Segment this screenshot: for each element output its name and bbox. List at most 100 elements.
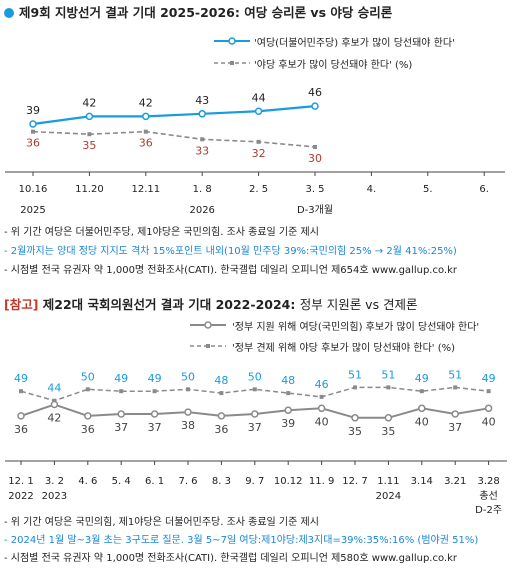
chart1-point-ruling — [85, 112, 94, 121]
chart2-point-government — [150, 410, 159, 418]
chart2-point-opposition — [119, 389, 124, 394]
chart2-note-0: - 위 기간 여당은 국민의힘, 제1야당은 더불어민주당. 조사 종료일 기준… — [4, 517, 319, 528]
chart2-data-label-government: 37 — [248, 421, 262, 434]
chart2-point-opposition — [386, 385, 391, 390]
chart2-point-opposition — [486, 389, 491, 394]
chart2-data-label-opposition: 49 — [14, 372, 28, 385]
chart2-data-label-opposition: 49 — [148, 372, 162, 385]
chart2-data-label-government: 37 — [148, 421, 162, 434]
chart2-x-tick-label: 12. 7 — [342, 476, 367, 487]
chart2-x-tick-label: 10.12 — [274, 476, 303, 487]
chart2-point-opposition — [453, 385, 458, 390]
chart2-data-label-government: 38 — [181, 419, 195, 432]
chart2-x-tick-label: 12. 1 — [8, 476, 33, 487]
chart2-point-government — [17, 412, 25, 420]
chart1-x-tick-label: 5. — [423, 184, 433, 195]
chart1-plot: 10.16 2025 11.20 12.11 1. 8 2026 2. 5 3. 5 D-3개월… — [5, 86, 505, 216]
chart1-x-tick-label: 10.16 — [19, 184, 48, 195]
chart2-data-label-opposition: 51 — [381, 368, 395, 381]
chart2-legend-line-icon-0 — [190, 321, 226, 329]
chart1-data-label-opposition: 36 — [26, 137, 40, 150]
chart1-data-label-opposition: 30 — [308, 152, 322, 165]
chart1-legend-item-0: '여당(더불어민주당) 후보가 많이 당선돼야 한다' — [254, 38, 455, 49]
chart2-title-sub: 정부 지원론 vs 견제론 — [299, 297, 418, 312]
chart1-x-tick-label: 12.11 — [131, 184, 160, 195]
chart2-data-label-government: 40 — [482, 415, 496, 428]
chart2-data-label-government: 42 — [47, 412, 61, 425]
chart2-data-label-government: 36 — [81, 423, 95, 436]
chart2-data-label-opposition: 49 — [482, 372, 496, 385]
chart2-note-2: - 시점별 전국 유권자 약 1,000명 전화조사(CATI). 한국갤럽 데… — [4, 553, 457, 564]
chart1-x-tick-label: 6. — [479, 184, 489, 195]
chart1-point-opposition — [313, 144, 317, 149]
chart2-x-tick-label: 6. 1 — [145, 476, 164, 487]
bullet-dot-icon — [4, 8, 14, 18]
chart1-data-label-ruling: 42 — [82, 96, 96, 109]
chart2-point-opposition — [219, 391, 224, 396]
chart2-x-sublabel-2: D-2주 — [475, 505, 502, 516]
chart1-legend-line-icon-1 — [214, 61, 250, 65]
chart2-x-tick-label: 5. 4 — [112, 476, 131, 487]
chart1-point-ruling — [198, 110, 206, 118]
chart2-title: [참고] 제22대 국회의원선거 결과 기대 2022-2024: 정부 지원론… — [4, 294, 418, 313]
chart2-title-ref: [참고] — [4, 297, 39, 312]
chart2-data-label-government: 37 — [114, 421, 128, 434]
chart1-series-line-ruling — [32, 105, 316, 126]
chart1-point-ruling — [311, 102, 319, 110]
chart1-point-opposition — [31, 129, 35, 134]
chart2-point-opposition — [85, 387, 90, 392]
chart2-data-label-opposition: 48 — [281, 374, 295, 387]
chart2-point-opposition — [286, 391, 291, 396]
chart2-x-tick-label: 3.28 — [477, 476, 499, 487]
chart2-x-tick-label: 7. 6 — [178, 476, 197, 487]
chart2-x-tick-label: 3.14 — [411, 476, 433, 487]
chart2-point-opposition — [353, 385, 357, 390]
chart1-point-opposition — [256, 139, 261, 144]
chart1-data-label-opposition: 36 — [139, 137, 153, 150]
chart2-point-opposition — [152, 389, 157, 394]
chart2-data-label-government: 35 — [348, 425, 362, 438]
chart2-data-label-opposition: 50 — [181, 370, 195, 383]
chart2-point-opposition — [19, 389, 23, 394]
chart2-plot: 12. 1 2022 3. 2 2023 4. 6 5. 4 6. 1 7. 6 8. 3 9. … — [5, 368, 507, 516]
chart1-legend-line-icon-0 — [214, 37, 250, 45]
chart2-x-tick-label: 8. 3 — [212, 476, 231, 487]
chart2-point-government — [351, 414, 359, 422]
chart1-point-opposition — [143, 129, 148, 134]
chart1-point-ruling — [29, 120, 37, 128]
chart1-data-label-ruling: 46 — [308, 86, 322, 99]
chart2-data-label-government: 40 — [315, 415, 329, 428]
chart2-point-government — [217, 412, 226, 420]
chart1-point-opposition — [200, 137, 205, 142]
chart1-data-label-ruling: 44 — [252, 91, 266, 104]
chart1-title-text: 제9회 지방선거 결과 기대 2025-2026: 여당 승리론 vs 야당 승… — [19, 5, 393, 20]
chart2-x-sublabel: 2023 — [42, 491, 67, 502]
chart2-point-government — [84, 412, 92, 420]
chart2-point-government — [451, 410, 459, 418]
chart1-data-label-ruling: 43 — [195, 94, 209, 107]
chart1-data-label-opposition: 35 — [82, 139, 96, 152]
chart1-note-0: - 위 기간 여당은 더불어민주당, 제1야당은 국민의힘. 조사 종료일 기준… — [4, 227, 319, 238]
chart2-point-government — [484, 404, 493, 413]
chart1-x-tick-label: 4. — [367, 184, 377, 195]
chart1-point-ruling — [254, 107, 263, 115]
chart2-data-label-opposition: 50 — [248, 370, 262, 383]
chart2-point-opposition — [52, 398, 57, 403]
chart2-data-label-opposition: 51 — [348, 368, 362, 381]
chart2-point-government — [117, 410, 125, 418]
chart1-x-tick-label: 3. 5 — [305, 184, 324, 195]
chart2-point-government — [317, 404, 326, 413]
chart1-x-sublabel: D-3개월 — [297, 204, 333, 216]
chart2-data-label-government: 39 — [281, 417, 295, 430]
chart2-x-tick-label: 1.11 — [377, 476, 399, 487]
chart2-point-government — [251, 410, 259, 418]
chart1-legend-item-1: '야당 후보가 많이 당선돼야 한다' (%) — [254, 60, 413, 71]
chart1-point-opposition — [87, 132, 92, 137]
chart2-data-label-opposition: 44 — [47, 382, 61, 395]
chart2-point-opposition — [186, 387, 190, 392]
chart1-note-1: - 2월까지는 양대 정당 지지도 격차 15%포인트 내외(10월 민주당 3… — [4, 246, 457, 257]
chart2-point-government — [50, 400, 59, 409]
chart2-data-label-government: 37 — [448, 421, 462, 434]
chart1-x-tick-label: 11.20 — [75, 184, 104, 195]
